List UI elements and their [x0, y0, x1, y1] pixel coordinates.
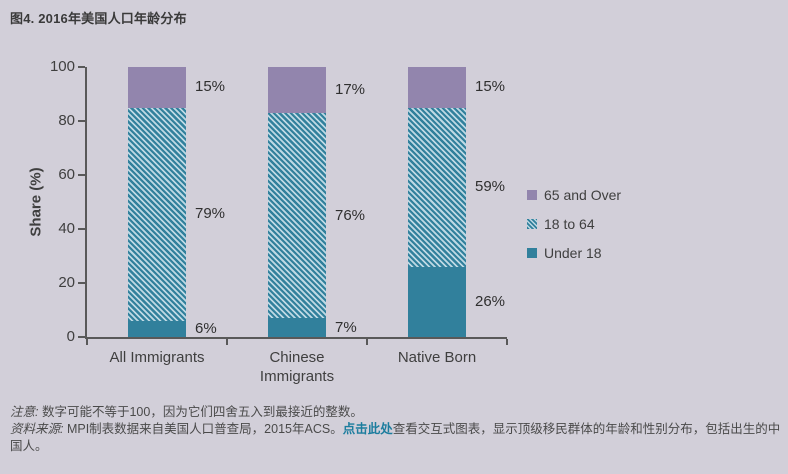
note-label: 注意: [10, 405, 39, 419]
legend: 65 and Over 18 to 64 Under 18 [527, 186, 621, 273]
legend-item-18-to-64: 18 to 64 [527, 215, 621, 232]
y-tick-mark [78, 120, 85, 122]
y-tick-mark [78, 282, 85, 284]
x-tick-mark [86, 339, 88, 345]
x-axis-line [85, 337, 507, 339]
data-label: 79% [195, 205, 226, 223]
note-line: 注意: 数字可能不等于100，因为它们四舍五入到最接近的整数。 [10, 404, 782, 421]
legend-swatch-hatch-icon [527, 218, 537, 229]
legend-item-65-and-over: 65 and Over [527, 186, 621, 203]
x-tick-mark [366, 339, 368, 345]
source-text-before-link: MPI制表数据来自美国人口普查局，2015年ACS。 [63, 422, 343, 436]
category-label: All Immigrants [109, 349, 205, 366]
bar-segment-65-and-over [268, 67, 326, 113]
source-text-after-link: 查看交互式图表，显示顶级移民群体的年龄和性别分布，包括出生的中国人。 [10, 422, 781, 453]
x-tick-mark [226, 339, 228, 345]
data-label: 15% [475, 78, 506, 96]
bar-segment-under-18 [268, 318, 326, 337]
legend-label-under-18: Under 18 [544, 244, 602, 261]
x-tick-mark [506, 339, 508, 345]
data-label: 76% [335, 206, 366, 224]
y-tick-label: 40 [58, 220, 75, 237]
data-label: 17% [335, 80, 366, 98]
source-line: 资料来源: MPI制表数据来自美国人口普查局，2015年ACS。点击此处查看交互… [10, 421, 782, 455]
data-label: 15% [195, 78, 226, 96]
legend-swatch-teal-icon [527, 247, 537, 258]
source-label: 资料来源: [10, 422, 64, 436]
bar-segment-65-and-over [128, 67, 186, 108]
y-tick-label: 20 [58, 274, 75, 291]
y-axis-line [85, 67, 87, 339]
bar-segment-under-18 [128, 320, 186, 337]
bar-segment-under-18 [408, 266, 466, 337]
legend-item-under-18: Under 18 [527, 244, 621, 261]
category-label: Native Born [397, 349, 477, 366]
note-text: 数字可能不等于100，因为它们四舍五入到最接近的整数。 [38, 405, 363, 419]
y-tick-label: 0 [66, 328, 75, 345]
plot-area: 0 20 40 60 80 100 6% 79% 15% All Immigrants 7% 76% 1… [50, 58, 508, 385]
data-label: 26% [475, 292, 506, 310]
legend-label-65-and-over: 65 and Over [544, 186, 622, 203]
legend-swatch-purple-icon [527, 189, 537, 200]
y-tick-mark [78, 174, 85, 176]
bar-segment-18-to-64 [268, 112, 326, 319]
data-label: 7% [335, 318, 357, 336]
y-tick-mark [78, 66, 85, 68]
bar-segment-18-to-64 [128, 107, 186, 321]
data-label: 6% [195, 319, 217, 337]
interactive-chart-link[interactable]: 点击此处 [342, 422, 393, 436]
y-tick-label: 100 [49, 58, 75, 75]
chart-title: 图4. 2016年美国人口年龄分布 [10, 11, 187, 26]
y-tick-mark [78, 336, 85, 338]
y-tick-label: 60 [58, 166, 75, 183]
category-label: Chinese Immigrants [259, 349, 335, 385]
bar-segment-65-and-over [408, 67, 466, 108]
data-label: 59% [475, 178, 506, 196]
y-tick-mark [78, 228, 85, 230]
y-tick-label: 80 [58, 112, 75, 129]
legend-label-18-to-64: 18 to 64 [544, 215, 595, 232]
footnote: 注意: 数字可能不等于100，因为它们四舍五入到最接近的整数。 资料来源: MP… [10, 404, 782, 455]
bar-segment-18-to-64 [408, 107, 466, 267]
